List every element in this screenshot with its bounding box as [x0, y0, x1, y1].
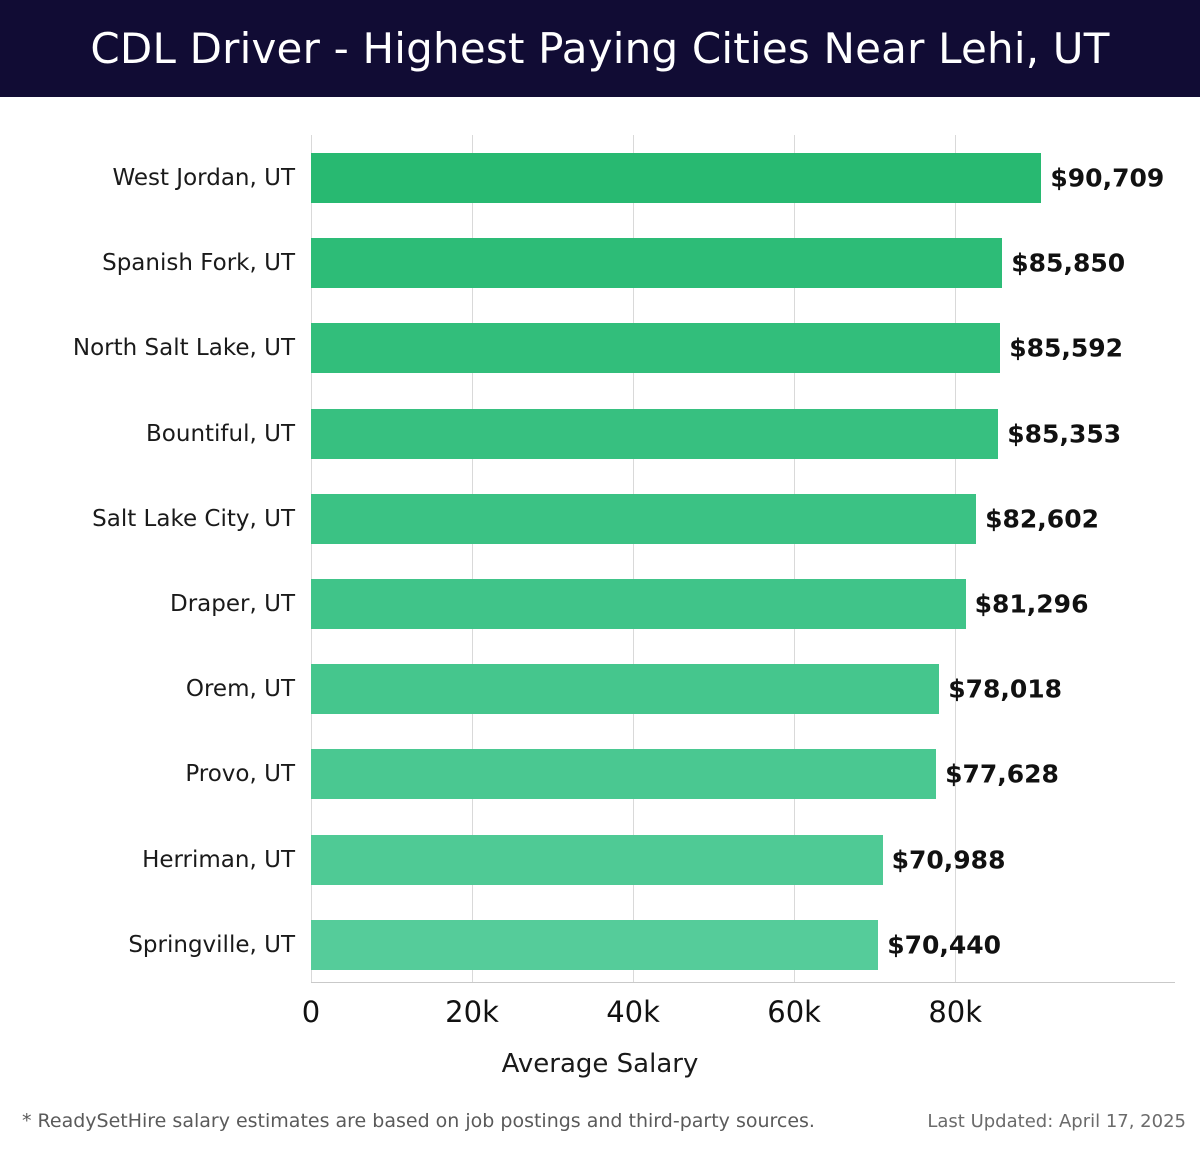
- x-tick-label: 80k: [928, 995, 983, 1029]
- bar-row[interactable]: $77,628: [311, 749, 1175, 800]
- x-tick-label: 40k: [606, 995, 660, 1029]
- bar-row[interactable]: $70,440: [311, 919, 1175, 970]
- gridline-20k: [472, 135, 474, 982]
- bar-row[interactable]: $82,602: [311, 493, 1175, 544]
- page-title: CDL Driver - Highest Paying Cities Near …: [90, 24, 1110, 73]
- bar[interactable]: [311, 919, 879, 970]
- chart-header-bar: CDL Driver - Highest Paying Cities Near …: [0, 0, 1200, 97]
- category-label: Bountiful, UT: [146, 420, 295, 447]
- bar-row[interactable]: $81,296: [311, 579, 1175, 629]
- gridline-80k: [955, 135, 957, 982]
- x-axis-title: Average Salary: [501, 1049, 699, 1079]
- bar-row[interactable]: $70,988: [311, 834, 1175, 885]
- category-label: West Jordan, UT: [112, 165, 295, 191]
- gridline-0: [311, 135, 312, 982]
- x-tick-label: 0: [301, 995, 321, 1029]
- bar-value-label: $81,296: [974, 589, 1089, 619]
- category-label: Spanish Fork, UT: [102, 250, 295, 277]
- category-label: Provo, UT: [185, 761, 295, 788]
- bar-row[interactable]: $90,709: [311, 153, 1175, 203]
- bar-value-label: $78,018: [948, 674, 1063, 704]
- bar-value-label: $85,353: [1007, 419, 1122, 449]
- gridline-60k: [794, 135, 796, 982]
- x-axis-line: [311, 982, 1175, 983]
- category-label: Herriman, UT: [142, 846, 295, 873]
- bar[interactable]: [311, 834, 883, 885]
- bar-value-label: $90,709: [1050, 163, 1165, 193]
- footer-last-updated: Last Updated: April 17, 2025: [927, 1111, 1186, 1132]
- bar-row[interactable]: $85,850: [311, 238, 1175, 289]
- plot-area: $90,709 $85,850 $85,592 $85,353 $82,602 $81,2…: [311, 135, 1175, 982]
- category-label: Springville, UT: [128, 931, 295, 958]
- bar[interactable]: [311, 323, 1001, 374]
- x-tick-label: 20k: [445, 995, 499, 1029]
- bar-row[interactable]: $78,018: [311, 664, 1175, 715]
- bar-value-label: $85,850: [1011, 248, 1126, 278]
- bar[interactable]: [311, 153, 1042, 203]
- bar-value-label: $82,602: [985, 504, 1099, 534]
- bar[interactable]: [311, 749, 937, 800]
- category-label: Salt Lake City, UT: [92, 505, 295, 532]
- bar-row[interactable]: $85,353: [311, 408, 1175, 459]
- bar-value-label: $70,988: [891, 845, 1006, 875]
- bar-value-label: $77,628: [945, 759, 1059, 789]
- bar[interactable]: [311, 408, 999, 459]
- gridline-40k: [633, 135, 635, 982]
- bar-row[interactable]: $85,592: [311, 323, 1175, 374]
- bar-value-label: $85,592: [1009, 333, 1124, 363]
- category-label: Orem, UT: [185, 676, 295, 703]
- category-label: North Salt Lake, UT: [72, 335, 295, 362]
- bar-value-label: $70,440: [887, 930, 1002, 960]
- bar[interactable]: [311, 579, 966, 629]
- footer-disclaimer: * ReadySetHire salary estimates are base…: [22, 1110, 815, 1132]
- x-tick-label: 60k: [767, 995, 821, 1029]
- chart-canvas: $90,709 $85,850 $85,592 $85,353 $82,602 $81,2…: [0, 97, 1200, 1097]
- footer: * ReadySetHire salary estimates are base…: [0, 1110, 1200, 1158]
- bar[interactable]: [311, 664, 940, 715]
- category-label: Draper, UT: [170, 591, 295, 617]
- bar[interactable]: [311, 238, 1003, 289]
- bar[interactable]: [311, 493, 977, 544]
